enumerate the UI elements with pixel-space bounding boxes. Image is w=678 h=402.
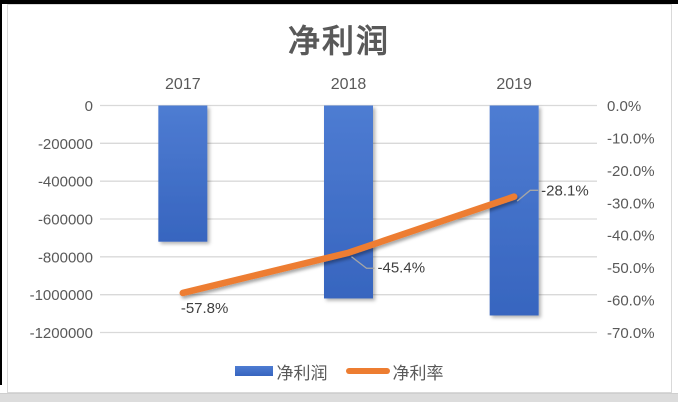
bar-2018[interactable] (324, 105, 373, 299)
data-labels: -57.8% -45.4% -28.1% (181, 182, 589, 317)
data-label-leader-lines (351, 189, 539, 269)
window-bottom-strip (0, 393, 678, 402)
legend-item-net-profit[interactable]: 净利润 (234, 359, 328, 384)
bar-2019[interactable] (489, 105, 539, 316)
bar-series (158, 105, 539, 316)
left-axis-tick: 0 (85, 98, 93, 115)
bar-2017[interactable] (158, 105, 208, 242)
right-axis[interactable]: 0.0% -10.0% -20.0% -30.0% -40.0% -50.0% -60.0%… (607, 98, 655, 342)
leader-line (516, 189, 539, 202)
right-axis-tick: -20.0% (607, 163, 655, 180)
category-label-2019: 2019 (496, 76, 532, 93)
legend-line-swatch-icon (345, 368, 390, 374)
left-axis-tick: -800000 (38, 249, 93, 266)
data-label-2017[interactable]: -57.8% (181, 300, 229, 317)
left-axis[interactable]: 0 -200000 -400000 -600000 -800000 -1000000 -12… (30, 98, 93, 342)
line-series (179, 193, 518, 297)
left-axis-tick: -1200000 (30, 325, 93, 342)
right-axis-tick: -40.0% (607, 228, 655, 245)
left-axis-tick: -200000 (38, 136, 93, 153)
chart-title[interactable]: 净利润 (287, 23, 390, 59)
left-axis-tick: -1000000 (30, 287, 93, 304)
data-label-2018[interactable]: -45.4% (378, 260, 426, 277)
legend-label-net-profit: 净利润 (276, 363, 328, 383)
net-margin-line[interactable] (179, 193, 518, 297)
leader-line (351, 256, 375, 269)
left-axis-tick: -400000 (38, 174, 93, 191)
left-axis-tick: -600000 (38, 212, 93, 229)
right-axis-tick: 0.0% (607, 98, 641, 115)
right-axis-tick: -60.0% (607, 293, 655, 310)
right-axis-tick: -10.0% (607, 130, 655, 147)
category-label-2018: 2018 (331, 76, 367, 93)
right-axis-tick: -30.0% (607, 195, 655, 212)
window-top-edge (0, 0, 678, 4)
legend-bar-swatch-icon (234, 366, 273, 376)
legend-label-net-margin: 净利率 (392, 363, 444, 383)
chart-legend: 净利润 净利率 (0, 359, 678, 383)
category-axis[interactable]: 2017 2018 2019 (165, 76, 532, 93)
legend-item-net-margin[interactable]: 净利率 (345, 359, 444, 384)
data-label-2019[interactable]: -28.1% (541, 182, 589, 199)
right-axis-tick: -70.0% (607, 325, 655, 342)
category-label-2017: 2017 (165, 76, 201, 93)
right-axis-tick: -50.0% (607, 260, 655, 277)
window-left-edge (0, 4, 2, 385)
